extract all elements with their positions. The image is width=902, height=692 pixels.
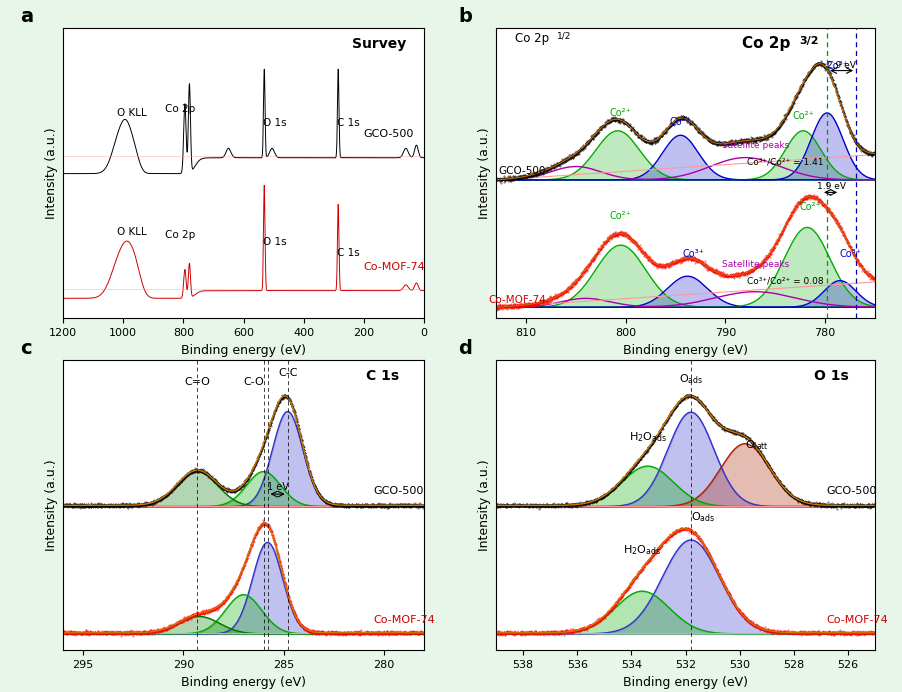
Text: GCO-500: GCO-500 — [364, 129, 414, 139]
Text: Co³⁺: Co³⁺ — [826, 61, 848, 71]
Text: d: d — [458, 339, 472, 358]
X-axis label: Binding energy (eV): Binding energy (eV) — [623, 344, 748, 356]
X-axis label: Binding energy (eV): Binding energy (eV) — [181, 676, 306, 689]
Text: O 1s: O 1s — [263, 118, 287, 128]
Text: Satellite peaks: Satellite peaks — [722, 141, 789, 150]
Text: a: a — [20, 7, 33, 26]
Text: Co²⁺: Co²⁺ — [799, 202, 821, 212]
Text: H$_2$O$_{\mathrm{ads}}$: H$_2$O$_{\mathrm{ads}}$ — [623, 544, 661, 557]
Text: 2.9 eV: 2.9 eV — [827, 61, 856, 70]
Text: H$_2$O$_{\mathrm{ads}}$: H$_2$O$_{\mathrm{ads}}$ — [629, 430, 667, 444]
Text: 1/2: 1/2 — [557, 31, 571, 40]
Text: Satellite peaks: Satellite peaks — [722, 260, 789, 269]
Text: O$_{\mathrm{ads}}$: O$_{\mathrm{ads}}$ — [679, 372, 703, 385]
Text: Co 2p: Co 2p — [165, 230, 196, 240]
Text: GCO-500: GCO-500 — [499, 166, 546, 176]
X-axis label: Binding energy (eV): Binding energy (eV) — [181, 344, 306, 356]
Text: Co³⁺: Co³⁺ — [839, 249, 861, 260]
Text: Co³⁺: Co³⁺ — [683, 249, 704, 260]
Text: Co³⁺/Co²⁺ = 1.41: Co³⁺/Co²⁺ = 1.41 — [747, 158, 824, 167]
Text: 1 eV: 1 eV — [267, 482, 289, 493]
Text: C 1s: C 1s — [336, 118, 360, 128]
Text: Co³⁺/Co²⁺ = 0.08: Co³⁺/Co²⁺ = 0.08 — [747, 277, 824, 286]
Y-axis label: Intensity (a.u.): Intensity (a.u.) — [44, 459, 58, 551]
Text: Co²⁺: Co²⁺ — [610, 108, 631, 118]
Text: Co-MOF-74: Co-MOF-74 — [488, 295, 546, 305]
Y-axis label: Intensity (a.u.): Intensity (a.u.) — [44, 127, 58, 219]
Text: Co³⁺: Co³⁺ — [669, 116, 692, 127]
Text: Co-MOF-74: Co-MOF-74 — [826, 614, 888, 625]
Y-axis label: Intensity (a.u.): Intensity (a.u.) — [477, 127, 491, 219]
Text: C 1s: C 1s — [365, 370, 399, 383]
Text: b: b — [458, 7, 472, 26]
Y-axis label: Intensity (a.u.): Intensity (a.u.) — [477, 459, 491, 551]
Text: 3/2: 3/2 — [799, 36, 819, 46]
Text: GCO-500: GCO-500 — [826, 486, 877, 496]
Text: GCO-500: GCO-500 — [373, 486, 424, 496]
Text: O 1s: O 1s — [814, 370, 849, 383]
Text: O KLL: O KLL — [117, 108, 147, 118]
Text: Co 2p: Co 2p — [742, 36, 791, 51]
Text: Co²⁺: Co²⁺ — [610, 210, 631, 221]
Text: C-C: C-C — [278, 368, 298, 379]
Text: Co-MOF-74: Co-MOF-74 — [373, 614, 436, 625]
Text: O 1s: O 1s — [263, 237, 287, 247]
Text: O$_{\mathrm{latt}}$: O$_{\mathrm{latt}}$ — [745, 439, 769, 452]
Text: O$_{\mathrm{ads}}$: O$_{\mathrm{ads}}$ — [691, 511, 715, 524]
Text: c: c — [20, 339, 32, 358]
Text: C-O: C-O — [244, 376, 264, 387]
Text: O KLL: O KLL — [117, 227, 147, 237]
Text: C=O: C=O — [185, 376, 210, 387]
Text: Co 2p: Co 2p — [515, 33, 549, 45]
Text: Survey: Survey — [352, 37, 406, 51]
Text: C 1s: C 1s — [336, 248, 360, 258]
Text: 1.9 eV: 1.9 eV — [816, 182, 845, 191]
X-axis label: Binding energy (eV): Binding energy (eV) — [623, 676, 748, 689]
Text: Co²⁺: Co²⁺ — [792, 111, 814, 121]
Text: Co 2p: Co 2p — [165, 104, 196, 114]
Text: Co-MOF-74: Co-MOF-74 — [364, 262, 426, 272]
